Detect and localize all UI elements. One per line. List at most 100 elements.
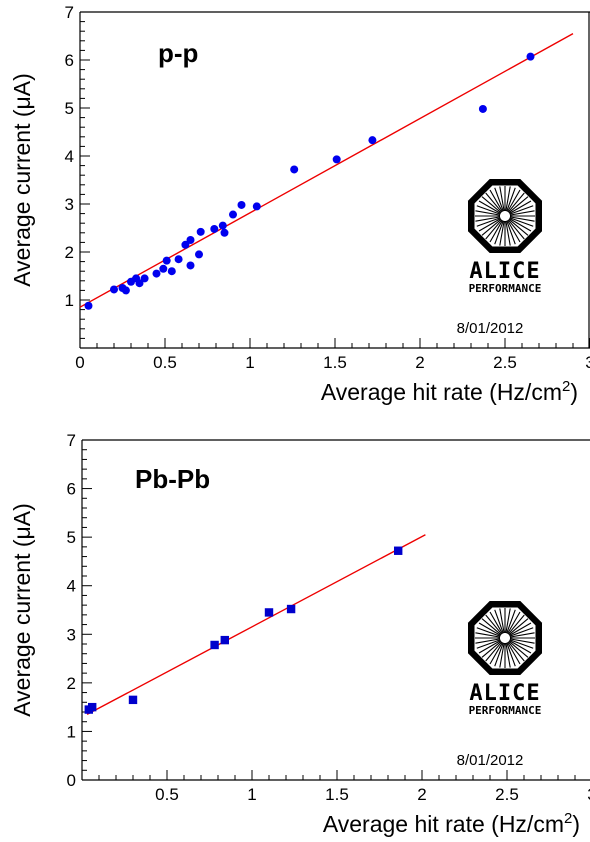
- pbpb-x-tick-label: 3: [587, 785, 590, 804]
- pbpb-data-point: [286, 604, 296, 614]
- pp-data-point: [186, 261, 195, 270]
- pbpb-logo-ray: [508, 640, 529, 658]
- pp-data-point: [159, 264, 168, 273]
- pbpb-logo-ray: [505, 608, 511, 634]
- pp-logo-ray: [507, 219, 525, 240]
- pp-data-point: [174, 255, 183, 264]
- pbpb-fit-line: [86, 534, 426, 716]
- pp-data-point: [526, 52, 535, 61]
- pbpb-x-tick-label: 1: [247, 785, 256, 804]
- pp-x-tick-label: 2.5: [493, 353, 517, 372]
- pp-data-point: [368, 136, 377, 145]
- pp-data-point: [195, 250, 203, 259]
- pp-data-point: [162, 256, 171, 265]
- pbpb-logo-ray: [507, 641, 525, 662]
- pp-data-point: [218, 221, 227, 230]
- pbpb-logo-ray: [505, 642, 511, 668]
- pp-logo-ray: [494, 187, 504, 212]
- pp-logo-ray: [508, 196, 529, 214]
- pp-date-label: 8/01/2012: [457, 320, 524, 337]
- pp-logo-ray: [481, 196, 502, 214]
- pbpb-logo-ray: [508, 618, 529, 636]
- pp-logo-ray: [485, 219, 503, 240]
- pp-data-point: [196, 227, 205, 236]
- pp-logo-ray: [507, 189, 521, 212]
- pp-logo-ray: [475, 210, 501, 216]
- panel-pbpb: 0.5 1 1.5 2 2.5 3 0 1 2 3 4 5 6 7 Average hit rate (Hz…: [9, 431, 590, 837]
- pp-y-tick-label: 3: [65, 195, 74, 214]
- pp-data-point: [110, 285, 118, 294]
- pp-logo-ray: [505, 186, 511, 212]
- pbpb-logo-ray: [478, 622, 501, 636]
- pbpb-logo-ray: [509, 639, 534, 649]
- pbpb-logo-name: ALICE: [469, 681, 540, 706]
- pbpb-data-point: [264, 608, 274, 617]
- pp-logo-ray: [508, 218, 529, 236]
- pp-y-tick-label: 6: [65, 51, 74, 70]
- pbpb-logo-ray: [494, 609, 504, 634]
- pp-data-point: [478, 104, 487, 113]
- pp-data-point: [167, 267, 176, 276]
- pp-x-tick-label: 1.5: [323, 353, 347, 372]
- pp-logo-ray: [509, 216, 535, 222]
- pbpb-logo-ray: [476, 627, 501, 637]
- pbpb-logo-subtitle: PERFORMANCE: [469, 704, 542, 717]
- pp-data-point: [84, 301, 93, 310]
- pp-logo-ray: [509, 200, 532, 214]
- pbpb-y-tick-label: 6: [67, 480, 76, 499]
- pbpb-logo-ray: [509, 638, 535, 644]
- pp-logo-name: ALICE: [469, 259, 540, 284]
- pbpb-x-tick-label: 2: [417, 785, 426, 804]
- pbpb-y-tick-label: 0: [67, 771, 76, 790]
- pbpb-logo-ray: [509, 632, 535, 638]
- pp-logo-ray: [485, 192, 503, 213]
- pbpb-data-point: [128, 695, 138, 705]
- pp-x-tick-label: 0.5: [153, 353, 177, 372]
- pp-data-point: [135, 279, 144, 288]
- pbpb-logo-ray: [481, 640, 502, 658]
- pp-logo-ray: [478, 200, 501, 214]
- pbpb-logo-ray: [506, 609, 516, 634]
- pp-logo-ray: [476, 205, 501, 215]
- pbpb-data-point: [88, 702, 97, 712]
- pbpb-data-point: [394, 546, 403, 555]
- pp-y-tick-label: 7: [65, 3, 74, 22]
- pp-data-point: [152, 269, 161, 278]
- pp-data-point: [181, 240, 190, 249]
- pbpb-logo-ray: [507, 642, 521, 665]
- pp-logo-ray: [499, 186, 505, 212]
- pp-logo-ray: [506, 220, 516, 245]
- pp-panel-label: p-p: [158, 38, 198, 68]
- pbpb-y-axis-title: Average current (μA): [9, 503, 35, 717]
- pp-logo-ray: [489, 189, 503, 212]
- pbpb-x-tick-label: 1.5: [325, 785, 349, 804]
- pbpb-logo-ray: [489, 642, 503, 665]
- pbpb-logo-ray: [509, 622, 532, 636]
- pp-data-point: [140, 274, 149, 283]
- pp-logo-ray: [505, 220, 511, 246]
- pp-logo-ray: [476, 217, 501, 227]
- pp-fit-line: [79, 32, 574, 308]
- pbpb-logo-ray: [485, 614, 503, 635]
- pp-logo-ray: [507, 220, 521, 243]
- pbpb-data-point: [220, 635, 229, 645]
- pp-data-point: [121, 286, 130, 295]
- pbpb-y-tick-label: 4: [67, 577, 76, 596]
- pp-logo-ray: [506, 187, 516, 212]
- pp-logo-octagon-inner: [474, 185, 536, 247]
- pp-x-tick-label: 3: [585, 353, 590, 372]
- pp-logo-ray: [509, 218, 532, 232]
- pbpb-logo-ray: [485, 641, 503, 662]
- pp-logo-ray: [509, 205, 534, 215]
- pbpb-x-axis-title: Average hit rate (Hz/cm2): [323, 810, 580, 837]
- pp-y-tick-label: 4: [65, 147, 74, 166]
- pp-y-axis-title: Average current (μA): [9, 73, 35, 287]
- pp-data-point: [210, 224, 219, 233]
- pbpb-panel-label: Pb-Pb: [135, 464, 210, 494]
- pp-y-tick-label: 1: [65, 291, 74, 310]
- pp-logo-ray: [481, 218, 502, 236]
- pbpb-logo-ray: [475, 638, 501, 644]
- pbpb-logo-ray: [494, 642, 504, 667]
